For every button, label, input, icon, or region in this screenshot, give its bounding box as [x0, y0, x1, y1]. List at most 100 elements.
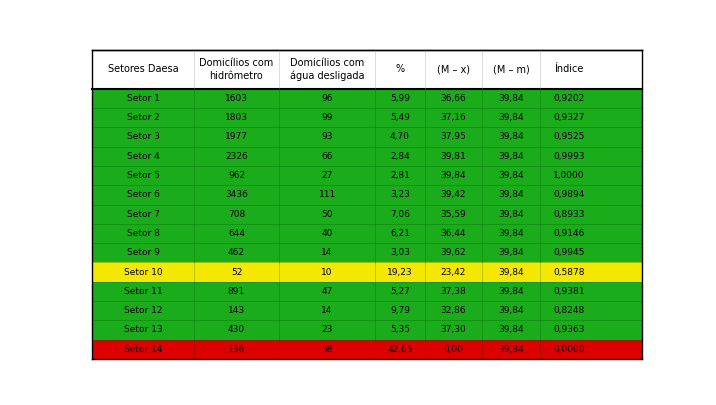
Text: 39,84: 39,84: [498, 248, 524, 257]
Text: 3,03: 3,03: [390, 248, 410, 257]
Text: 2326: 2326: [225, 152, 248, 161]
Text: 39,84: 39,84: [440, 171, 466, 180]
Text: Setor 6: Setor 6: [127, 190, 160, 199]
Text: 39,84: 39,84: [498, 171, 524, 180]
Text: 35,59: 35,59: [440, 210, 466, 219]
Text: 430: 430: [228, 326, 245, 335]
Text: Setor 11: Setor 11: [124, 287, 163, 296]
Text: 0,5878: 0,5878: [553, 268, 584, 277]
Text: 39,42: 39,42: [441, 190, 466, 199]
Text: (M – x): (M – x): [437, 64, 470, 75]
Text: 0,9993: 0,9993: [553, 152, 584, 161]
Text: 23: 23: [321, 326, 333, 335]
Text: 52: 52: [231, 268, 242, 277]
Text: 644: 644: [228, 229, 245, 238]
Text: 0,8933: 0,8933: [553, 210, 584, 219]
Text: 93: 93: [321, 132, 333, 141]
Text: 50: 50: [321, 210, 333, 219]
Text: 462: 462: [228, 248, 245, 257]
Text: 5,35: 5,35: [390, 326, 410, 335]
Text: %: %: [395, 64, 405, 75]
Bar: [92, 282, 642, 301]
Text: 9,79: 9,79: [390, 306, 410, 315]
Text: 40: 40: [321, 229, 333, 238]
Text: 36,66: 36,66: [440, 94, 466, 103]
Bar: [92, 340, 642, 359]
Text: 1,0000: 1,0000: [553, 171, 584, 180]
Text: 0,9381: 0,9381: [553, 287, 584, 296]
Text: 37,16: 37,16: [440, 113, 466, 122]
Text: 0,8248: 0,8248: [553, 306, 584, 315]
Text: 39,84: 39,84: [498, 210, 524, 219]
Text: 1803: 1803: [225, 113, 248, 122]
Bar: [92, 243, 642, 262]
Text: 0,0000: 0,0000: [553, 345, 584, 354]
Text: 111: 111: [319, 190, 336, 199]
Text: 58: 58: [321, 345, 333, 354]
Text: 39,84: 39,84: [498, 113, 524, 122]
Bar: [92, 147, 642, 166]
Text: Setor 3: Setor 3: [127, 132, 160, 141]
Text: 0,9945: 0,9945: [553, 248, 584, 257]
Bar: [92, 205, 642, 224]
Text: Setor 1: Setor 1: [127, 94, 160, 103]
Text: 1603: 1603: [225, 94, 248, 103]
Text: Setores Daesa: Setores Daesa: [108, 64, 178, 75]
Bar: [92, 262, 642, 282]
Text: 3,23: 3,23: [390, 190, 410, 199]
Text: 99: 99: [321, 113, 333, 122]
Text: 39,84: 39,84: [498, 268, 524, 277]
Text: 14: 14: [321, 248, 333, 257]
Text: 37,38: 37,38: [440, 287, 466, 296]
Text: Setor 8: Setor 8: [127, 229, 160, 238]
Text: 1977: 1977: [225, 132, 248, 141]
Bar: [92, 127, 642, 147]
Text: 96: 96: [321, 94, 333, 103]
Text: 4,70: 4,70: [390, 132, 410, 141]
Text: 136: 136: [228, 345, 245, 354]
Text: Setor 7: Setor 7: [127, 210, 160, 219]
Text: 0,9525: 0,9525: [553, 132, 584, 141]
Text: 32,86: 32,86: [440, 306, 466, 315]
Text: (M – m): (M – m): [493, 64, 530, 75]
Text: 37,95: 37,95: [440, 132, 466, 141]
Text: 39,84: 39,84: [498, 326, 524, 335]
Text: Setor 12: Setor 12: [124, 306, 163, 315]
Bar: [92, 185, 642, 205]
Text: 0,9363: 0,9363: [553, 326, 584, 335]
Text: 14: 14: [321, 306, 333, 315]
Text: 0,9327: 0,9327: [553, 113, 584, 122]
Text: Setor 14: Setor 14: [124, 345, 163, 354]
Text: Setor 4: Setor 4: [127, 152, 160, 161]
Text: 0,9894: 0,9894: [553, 190, 584, 199]
Text: 5,49: 5,49: [390, 113, 410, 122]
Text: 66: 66: [321, 152, 333, 161]
Text: Setor 13: Setor 13: [124, 326, 163, 335]
Text: 10: 10: [321, 268, 333, 277]
Text: 39,84: 39,84: [498, 306, 524, 315]
Text: 39,84: 39,84: [498, 229, 524, 238]
Text: 23,42: 23,42: [441, 268, 466, 277]
Text: 39,84: 39,84: [498, 287, 524, 296]
Text: Setor 9: Setor 9: [127, 248, 160, 257]
Text: 5,99: 5,99: [390, 94, 410, 103]
Text: 6,21: 6,21: [390, 229, 410, 238]
Text: 143: 143: [228, 306, 245, 315]
Text: 2,81: 2,81: [390, 171, 410, 180]
Text: 47: 47: [321, 287, 333, 296]
Text: 37,30: 37,30: [440, 326, 466, 335]
Text: 19,23: 19,23: [387, 268, 412, 277]
Text: 0,9146: 0,9146: [553, 229, 584, 238]
Text: Setor 10: Setor 10: [124, 268, 163, 277]
Text: 7,06: 7,06: [390, 210, 410, 219]
Bar: [92, 320, 642, 340]
Text: 2,84: 2,84: [390, 152, 410, 161]
Text: 39,84: 39,84: [498, 132, 524, 141]
Text: 39,84: 39,84: [498, 190, 524, 199]
Text: 36,44: 36,44: [441, 229, 466, 238]
Text: 0,9202: 0,9202: [553, 94, 584, 103]
Text: 39,62: 39,62: [440, 248, 466, 257]
Text: 0,00: 0,00: [443, 345, 463, 354]
Text: Índice: Índice: [554, 64, 584, 75]
Text: 39,84: 39,84: [498, 152, 524, 161]
